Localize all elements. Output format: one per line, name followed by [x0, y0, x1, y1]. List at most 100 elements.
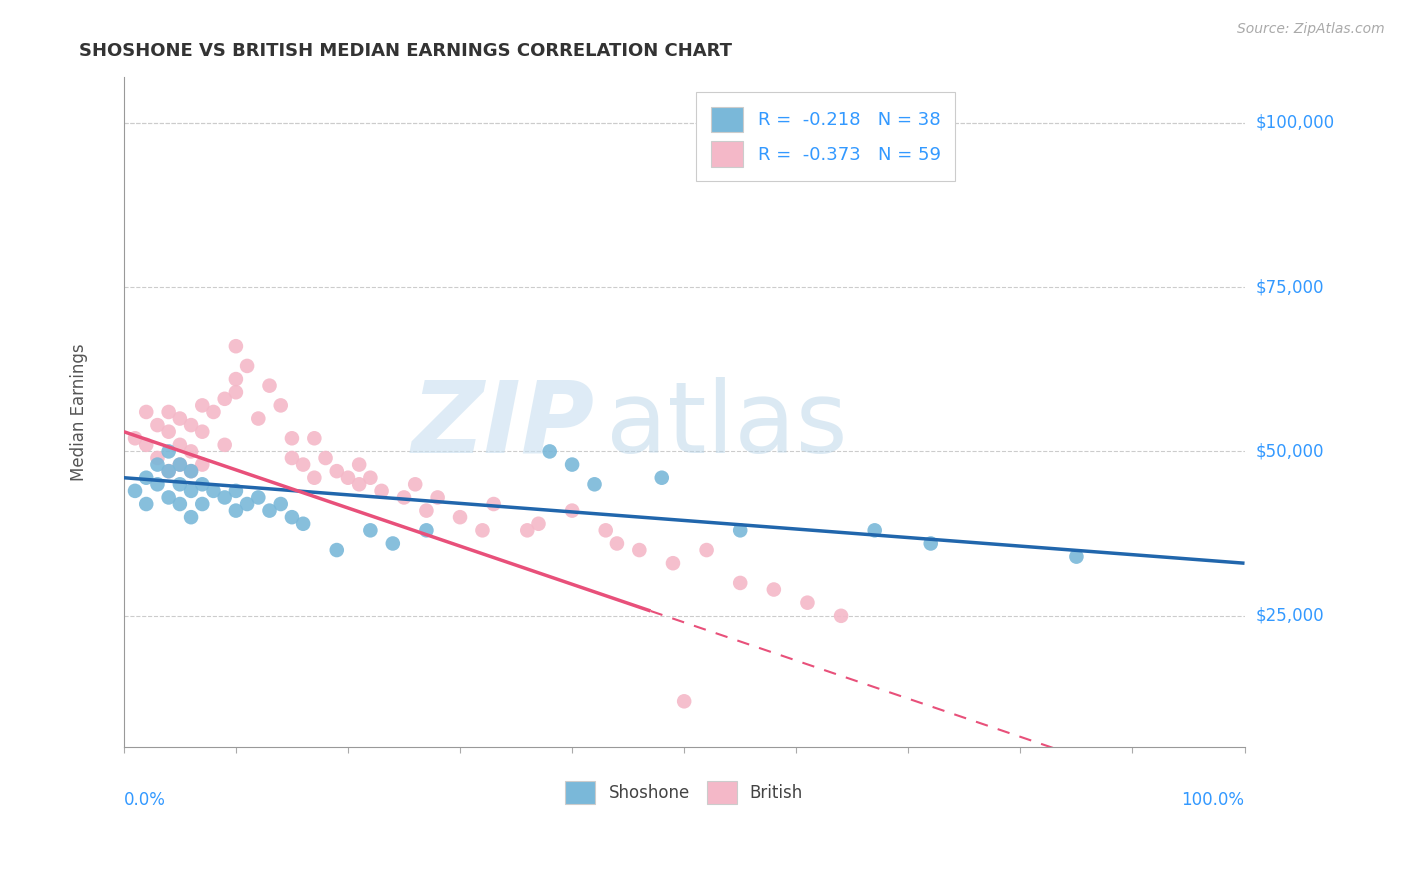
Text: 100.0%: 100.0% — [1181, 791, 1244, 809]
Text: ZIP: ZIP — [412, 377, 595, 474]
Point — [225, 385, 247, 400]
Point — [381, 536, 404, 550]
Point — [180, 418, 202, 433]
Text: 0.0%: 0.0% — [124, 791, 166, 809]
Point — [135, 497, 157, 511]
Point — [169, 477, 191, 491]
Point — [606, 536, 628, 550]
Text: $100,000: $100,000 — [1256, 113, 1334, 132]
Text: SHOSHONE VS BRITISH MEDIAN EARNINGS CORRELATION CHART: SHOSHONE VS BRITISH MEDIAN EARNINGS CORR… — [79, 42, 733, 60]
Point — [728, 576, 751, 591]
Point — [247, 411, 270, 425]
Point — [516, 524, 538, 538]
Point — [146, 450, 169, 465]
Point — [169, 458, 191, 472]
Point — [583, 477, 606, 491]
Point — [281, 431, 304, 445]
Point — [359, 524, 381, 538]
Point — [281, 510, 304, 524]
Point — [191, 458, 214, 472]
Point — [191, 425, 214, 439]
Point — [415, 503, 437, 517]
Point — [124, 431, 146, 445]
Point — [247, 491, 270, 505]
Point — [180, 483, 202, 498]
Point — [169, 438, 191, 452]
Point — [146, 477, 169, 491]
Point — [169, 411, 191, 425]
Point — [146, 458, 169, 472]
Point — [315, 450, 337, 465]
Text: $75,000: $75,000 — [1256, 278, 1324, 296]
Point — [471, 524, 494, 538]
Text: $50,000: $50,000 — [1256, 442, 1324, 460]
Point — [651, 471, 673, 485]
Point — [225, 372, 247, 386]
Point — [259, 378, 281, 392]
Point — [561, 458, 583, 472]
Point — [169, 497, 191, 511]
Point — [135, 471, 157, 485]
Point — [336, 471, 359, 485]
Point — [236, 359, 259, 373]
Point — [225, 483, 247, 498]
Point — [191, 398, 214, 412]
Point — [259, 503, 281, 517]
Point — [214, 438, 236, 452]
Point — [180, 464, 202, 478]
Point — [292, 458, 315, 472]
Point — [370, 483, 392, 498]
Point — [415, 524, 437, 538]
Point — [359, 471, 381, 485]
Point — [169, 458, 191, 472]
Point — [1066, 549, 1088, 564]
Text: atlas: atlas — [606, 377, 848, 474]
Point — [482, 497, 505, 511]
Text: $25,000: $25,000 — [1256, 607, 1324, 624]
Point — [135, 405, 157, 419]
Point — [796, 596, 818, 610]
Point — [180, 444, 202, 458]
Point — [728, 524, 751, 538]
Point — [292, 516, 315, 531]
Point — [281, 450, 304, 465]
Point — [326, 543, 349, 558]
Point — [830, 608, 852, 623]
Point — [662, 556, 685, 570]
Point — [347, 477, 370, 491]
Point — [762, 582, 785, 597]
Point — [304, 431, 326, 445]
Legend: Shoshone, British: Shoshone, British — [557, 772, 811, 813]
Point — [595, 524, 617, 538]
Point — [236, 497, 259, 511]
Point — [270, 497, 292, 511]
Point — [180, 510, 202, 524]
Text: Median Earnings: Median Earnings — [70, 343, 89, 481]
Point — [696, 543, 718, 558]
Point — [225, 503, 247, 517]
Point — [426, 491, 449, 505]
Point — [202, 483, 225, 498]
Point — [304, 471, 326, 485]
Point — [326, 464, 349, 478]
Point — [449, 510, 471, 524]
Point — [214, 392, 236, 406]
Point — [404, 477, 426, 491]
Point — [157, 464, 180, 478]
Point — [270, 398, 292, 412]
Point — [347, 458, 370, 472]
Point — [157, 405, 180, 419]
Point — [214, 491, 236, 505]
Point — [157, 444, 180, 458]
Point — [157, 464, 180, 478]
Point — [673, 694, 696, 708]
Point — [124, 483, 146, 498]
Point — [225, 339, 247, 353]
Point — [191, 477, 214, 491]
Point — [527, 516, 550, 531]
Point — [863, 524, 886, 538]
Point — [146, 418, 169, 433]
Point — [920, 536, 942, 550]
Text: Source: ZipAtlas.com: Source: ZipAtlas.com — [1237, 22, 1385, 37]
Point — [628, 543, 651, 558]
